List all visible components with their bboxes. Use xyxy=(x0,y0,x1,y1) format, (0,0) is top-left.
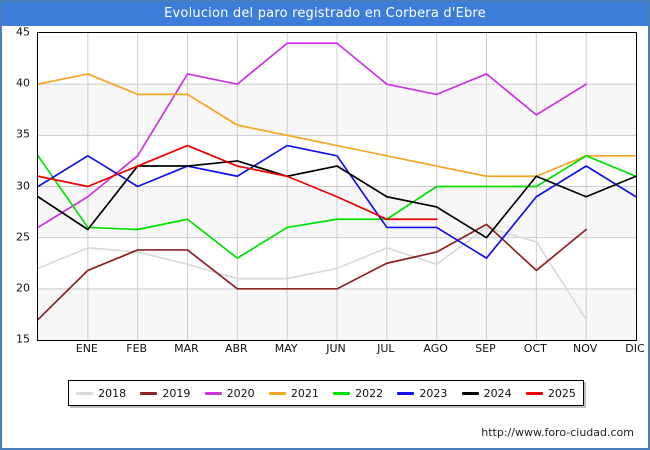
legend-label: 2019 xyxy=(162,386,191,400)
y-tick-label: 45 xyxy=(16,25,30,39)
legend-swatch-icon xyxy=(76,391,94,395)
legend-label: 2020 xyxy=(226,386,255,400)
x-tick-label-dic: DIC xyxy=(625,342,645,355)
legend-label: 2025 xyxy=(547,386,576,400)
legend-item-2023[interactable]: 2023 xyxy=(397,387,447,400)
y-tick-label: 15 xyxy=(16,332,30,346)
y-tick-label: 25 xyxy=(16,230,30,244)
x-axis-labels: ENE FEB MAR ABR MAY JUN JUL AGO SEP OCT NOV DIC xyxy=(37,342,645,362)
x-tick-label-ene: ENE xyxy=(75,342,98,355)
legend-label: 2021 xyxy=(290,386,319,400)
series-line-2020 xyxy=(38,42,588,229)
legend-swatch-icon xyxy=(333,391,351,395)
x-tick-label-ago: AGO xyxy=(423,342,448,355)
legend-label: 2024 xyxy=(483,386,512,400)
legend-swatch-icon xyxy=(525,391,543,395)
x-tick-label-feb: FEB xyxy=(126,342,148,355)
x-tick-label-mar: MAR xyxy=(174,342,199,355)
x-tick-label-oct: OCT xyxy=(523,342,547,355)
series-line-2022 xyxy=(38,154,636,259)
chart-area: 15 20 25 30 35 40 45 ENE FEB MAR ABR MAY JUN JUL AGO S… xyxy=(2,26,648,356)
plot-region xyxy=(37,32,637,341)
legend-item-2024[interactable]: 2024 xyxy=(461,386,512,400)
series-line-2018 xyxy=(38,226,588,321)
series-line-2025 xyxy=(38,144,438,221)
legend-swatch-icon xyxy=(461,391,479,395)
legend-swatch-icon xyxy=(397,391,415,395)
series-line-2023 xyxy=(38,144,636,259)
x-tick-label-sep: SEP xyxy=(475,342,496,355)
x-tick-label-jun: JUN xyxy=(326,342,346,355)
y-tick-label: 30 xyxy=(16,179,30,192)
x-tick-label-nov: NOV xyxy=(573,342,598,355)
legend-label: 2018 xyxy=(98,386,127,400)
legend-item-2025[interactable]: 2025 xyxy=(525,386,576,400)
legend-label: 2023 xyxy=(419,386,448,400)
legend-item-2020[interactable]: 2020 xyxy=(204,386,255,400)
legend-swatch-icon xyxy=(268,391,286,395)
legend-item-2019[interactable]: 2019 xyxy=(140,387,190,400)
source-url: http://www.foro-ciudad.com xyxy=(481,426,634,439)
x-tick-label-jul: JUL xyxy=(377,342,395,355)
y-tick-label: 20 xyxy=(16,281,30,295)
legend-item-2018[interactable]: 2018 xyxy=(76,387,126,400)
series-canvas xyxy=(38,33,636,340)
legend-item-2022[interactable]: 2022 xyxy=(333,387,383,400)
y-axis-labels: 15 20 25 30 35 40 45 xyxy=(2,26,34,346)
legend-swatch-icon xyxy=(204,391,222,395)
page-title: Evolucion del paro registrado en Corbera… xyxy=(2,2,648,26)
x-tick-label-abr: ABR xyxy=(224,342,248,355)
chart-legend: 2018 2019 2020 2021 2022 2023 2024 2025 xyxy=(68,380,584,406)
legend-swatch-icon xyxy=(140,391,158,395)
legend-label: 2022 xyxy=(355,386,384,400)
y-tick-label: 40 xyxy=(16,76,30,90)
y-tick-label: 35 xyxy=(16,127,30,141)
x-tick-label-may: MAY xyxy=(274,342,298,355)
legend-item-2021[interactable]: 2021 xyxy=(268,386,319,400)
series-line-2019 xyxy=(38,223,588,321)
